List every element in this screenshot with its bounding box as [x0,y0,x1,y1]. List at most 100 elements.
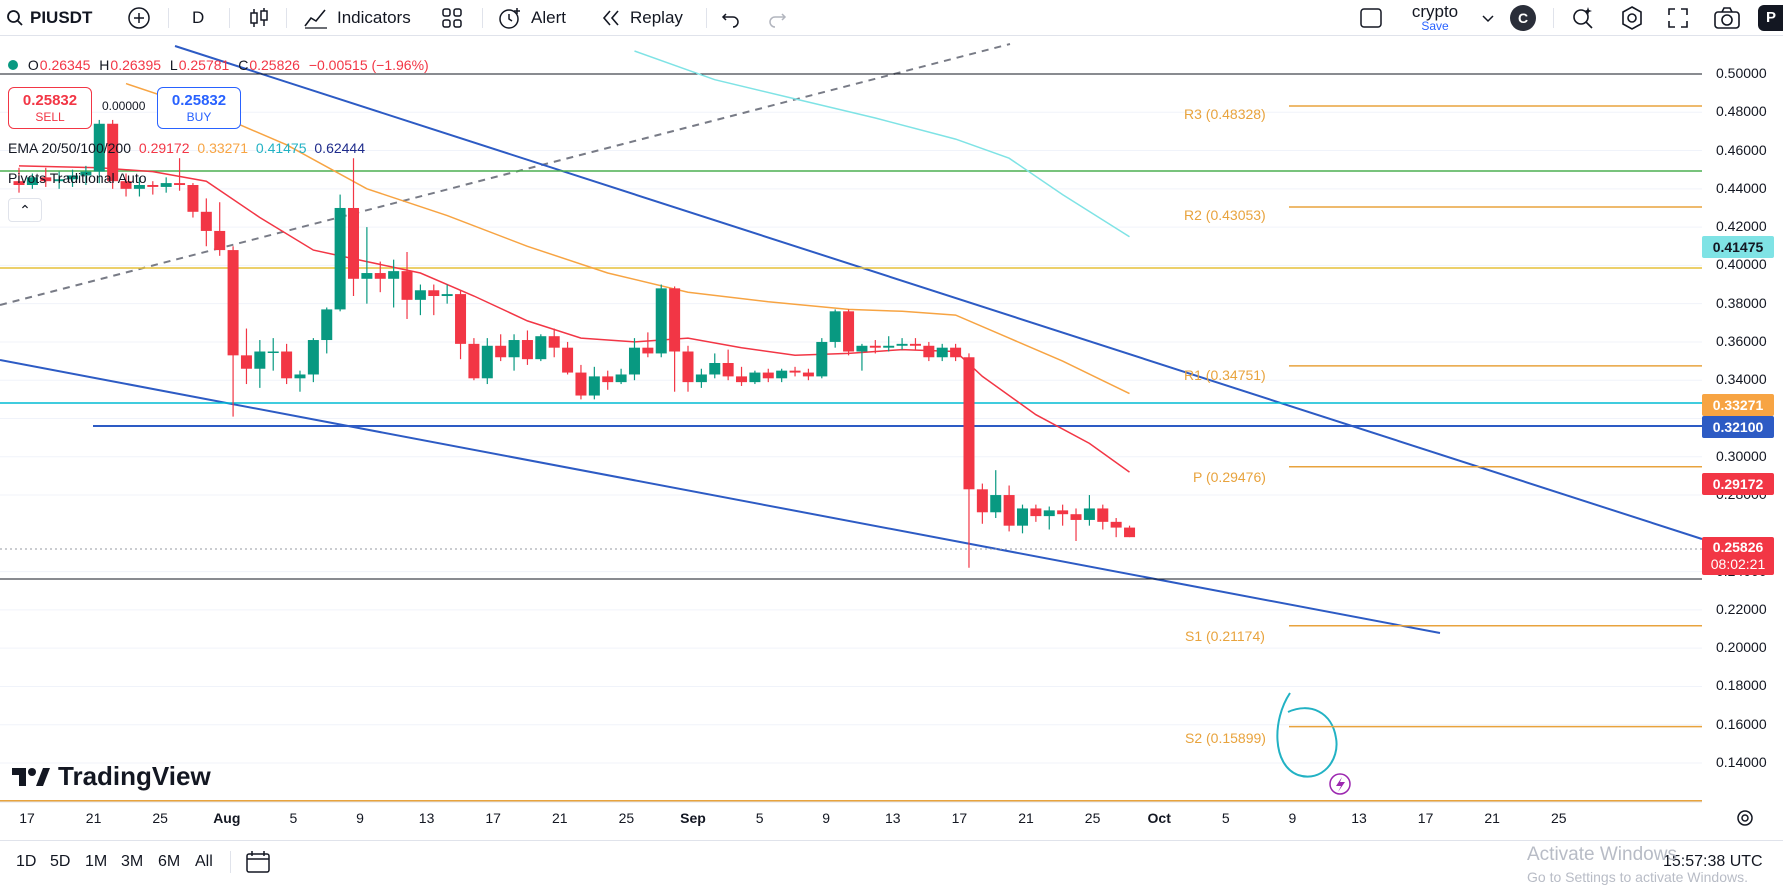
candle[interactable] [909,338,921,350]
candle[interactable] [642,332,654,358]
settings-button[interactable] [1619,0,1645,36]
candle[interactable] [950,343,962,362]
candle[interactable] [361,227,373,304]
avatar[interactable]: C [1510,0,1536,36]
candle[interactable] [736,366,748,386]
candle[interactable] [428,284,440,316]
candle[interactable] [1110,518,1122,538]
descending-trendline[interactable] [174,45,1703,540]
range-all[interactable]: All [195,853,213,870]
candle[interactable] [214,202,226,256]
candle[interactable] [1083,495,1095,526]
sell-button[interactable]: 0.25832 SELL [8,87,92,129]
ema100-line[interactable] [634,50,1130,238]
axis-settings-button[interactable] [1735,808,1755,833]
candle[interactable] [294,370,306,392]
candle[interactable] [615,368,627,385]
candle[interactable] [762,368,774,383]
candle[interactable] [13,167,25,193]
candle[interactable] [655,284,667,358]
candle[interactable] [174,158,186,191]
candle[interactable] [495,334,507,362]
candle[interactable] [1070,508,1082,541]
candle[interactable] [521,330,533,365]
publish-button[interactable]: P [1758,0,1783,36]
candle[interactable] [307,338,319,383]
candle[interactable] [93,119,105,184]
hand-drawn-circle[interactable] [1276,692,1338,778]
candle[interactable] [1030,504,1042,522]
quick-search-button[interactable] [1570,0,1596,36]
candle[interactable] [695,368,707,388]
range-5d[interactable]: 5D [50,853,71,870]
candle[interactable] [1124,525,1136,538]
candle[interactable] [682,345,694,392]
redo-button[interactable] [766,0,788,36]
candle[interactable] [1003,485,1015,532]
candle[interactable] [883,336,895,352]
candle[interactable] [120,173,132,197]
candle[interactable] [187,183,199,218]
candle[interactable] [53,171,65,189]
candle[interactable] [107,119,119,189]
candle[interactable] [548,328,560,358]
alert-button[interactable]: Alert [497,0,566,36]
candle[interactable] [80,165,92,186]
candle[interactable] [789,366,801,377]
layout-name-button[interactable]: crypto Save [1408,0,1462,36]
candle[interactable] [67,169,79,187]
candle[interactable] [843,309,855,356]
ema-legend[interactable]: EMA 20/50/100/200 0.29172 0.33271 0.4147… [8,140,365,156]
ema50-line[interactable] [125,82,1130,395]
indicators-button[interactable]: Indicators [303,0,411,36]
candle[interactable] [26,173,38,189]
candle[interactable] [669,286,681,392]
candle[interactable] [776,368,788,383]
buy-button[interactable]: 0.25832 BUY [157,87,241,129]
candle[interactable] [923,341,935,362]
candle[interactable] [374,261,386,293]
range-3m[interactable]: 3M [121,853,144,870]
candle[interactable] [990,470,1002,519]
candle[interactable] [334,194,346,312]
candle[interactable] [829,309,841,348]
pivots-legend[interactable]: Pivots Traditional Auto [8,170,147,186]
replay-button[interactable]: Replay [600,0,683,36]
layout-checkbox[interactable] [1359,0,1383,36]
candle[interactable] [1057,504,1069,526]
candle[interactable] [709,353,721,379]
goto-date-button[interactable] [245,850,271,879]
interval-button[interactable]: D [192,0,204,36]
candle[interactable] [388,259,400,308]
candle[interactable] [147,181,159,195]
candle[interactable] [1043,506,1055,530]
candle[interactable] [133,177,145,197]
candle[interactable] [562,341,574,375]
candle[interactable] [414,284,426,316]
candle[interactable] [200,198,212,247]
candle[interactable] [40,167,52,187]
time-axis[interactable]: 17 21 25 Aug 5 9 13 17 21 25 Sep 5 9 13 17 21 25 Oct 5 9 13 1… [0,802,1702,832]
price-chart[interactable] [0,0,1783,840]
range-6m[interactable]: 6M [158,853,181,870]
candle[interactable] [963,353,975,568]
templates-button[interactable] [441,0,463,36]
candle[interactable] [976,483,988,524]
candle[interactable] [869,340,881,354]
candle[interactable] [401,251,413,319]
candle[interactable] [281,343,293,385]
candle[interactable] [321,307,333,354]
legend-collapse-button[interactable]: ⌃ [8,198,42,222]
undo-button[interactable] [720,0,742,36]
candle[interactable] [722,349,734,381]
candle[interactable] [535,334,547,362]
candle[interactable] [441,284,453,304]
candle[interactable] [254,340,266,388]
candle[interactable] [160,177,172,193]
range-1d[interactable]: 1D [16,853,37,870]
tradingview-logo[interactable]: TradingView [12,761,211,792]
candle[interactable] [227,246,239,417]
lower-channel-trendline[interactable] [0,359,1441,634]
snapshot-button[interactable] [1713,0,1741,36]
candle[interactable] [936,343,948,362]
